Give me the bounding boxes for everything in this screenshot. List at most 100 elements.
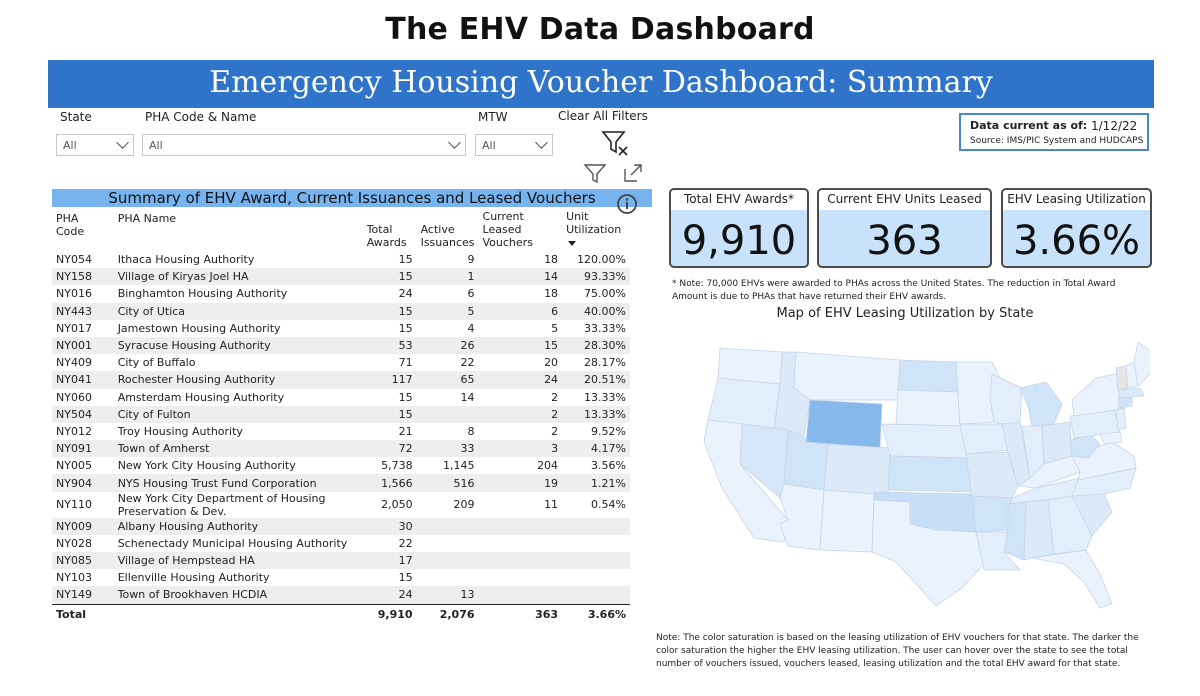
state-ma — [1117, 387, 1145, 399]
cell-unit-utilization: 9.52% — [591, 424, 626, 438]
table-row[interactable]: NY110 New York City Department of Housing… — [52, 492, 630, 518]
mtw-filter-dropdown[interactable]: All — [475, 134, 553, 156]
cell-pha-code: NY012 — [56, 424, 92, 438]
cell-leased-vouchers: 2 — [551, 424, 559, 438]
cell-pha-code: NY005 — [56, 459, 92, 473]
cell-pha-name: Ellenville Housing Authority — [117, 571, 270, 585]
cell-total-awards: 15 — [398, 253, 413, 267]
cell-pha-code: NY028 — [56, 536, 92, 550]
cell-total-awards: 24 — [398, 287, 413, 301]
state-co — [823, 443, 891, 497]
cell-pha-code: NY158 — [52, 268, 114, 286]
cell-pha-name: Amsterdam Housing Authority — [117, 390, 285, 404]
table-row[interactable]: NY001 Syracuse Housing Authority 53 26 15 28.… — [52, 336, 630, 355]
cell-pha-name: City of Buffalo — [117, 356, 196, 370]
us-state-map[interactable] — [700, 338, 1150, 610]
cell-pha-name: Jamestown Housing Authority — [117, 321, 281, 335]
cell-pha-name: NYS Housing Trust Fund Corporation — [113, 474, 363, 492]
cell-pha-code: NY110 — [56, 498, 92, 512]
cell-pha-name: Schenectady Municipal Housing Authority — [117, 536, 348, 550]
table-row[interactable]: NY017 Jamestown Housing Authority 15 4 5 33.3… — [52, 320, 630, 337]
table-row[interactable]: NY504 City of Fulton 15 2 13.33% — [52, 405, 630, 423]
filter-clear-icon[interactable] — [600, 128, 630, 158]
state-filter-dropdown[interactable]: All — [56, 134, 134, 156]
cell-unit-utilization: 28.30% — [562, 336, 630, 355]
cell-pha-name: New York City Department of Housing Pres… — [117, 491, 326, 518]
focus-mode-icon[interactable] — [622, 162, 644, 184]
cell-active-issuances: 33 — [416, 440, 479, 458]
cell-total-awards: 117 — [362, 371, 417, 389]
header-line: Current Leased — [482, 210, 524, 236]
cell-pha-code: NY409 — [56, 356, 92, 370]
info-icon[interactable] — [616, 193, 638, 215]
table-row[interactable]: NY016 Binghamton Housing Authority 24 6 18 75… — [52, 285, 630, 302]
total-util: 3.66% — [562, 603, 630, 625]
col-header-util[interactable]: Unit Utilization — [562, 210, 630, 251]
table-row[interactable]: NY409 City of Buffalo 71 22 20 28.17% — [52, 354, 630, 371]
cell-unit-utilization: 75.00% — [584, 287, 626, 301]
awards-note: * Note: 70,000 EHVs were awarded to PHAs… — [672, 279, 1116, 302]
table-row[interactable]: NY085 Village of Hempstead HA 17 — [52, 552, 630, 570]
cell-leased-vouchers: 11 — [544, 498, 559, 512]
table-row[interactable]: NY060 Amsterdam Housing Authority 15 14 2 13.… — [52, 389, 630, 406]
cell-pha-code: NY091 — [52, 440, 114, 458]
table-row[interactable]: NY158 Village of Kiryas Joel HA 15 1 14 93.33… — [52, 268, 630, 286]
table-row[interactable]: NY009 Albany Housing Authority 30 — [52, 517, 630, 535]
cell-active-issuances — [417, 569, 479, 586]
cell-pha-name: Troy Housing Authority — [117, 424, 243, 438]
table-row[interactable]: NY041 Rochester Housing Authority 117 65 24 2… — [52, 371, 630, 389]
cell-pha-code: NY149 — [52, 586, 114, 605]
col-header-name[interactable]: PHA Name — [117, 212, 177, 225]
state-or — [707, 377, 781, 429]
filter-icon[interactable] — [583, 162, 607, 184]
page-title: The EHV Data Dashboard — [385, 12, 815, 47]
kpi-leasing-utilization: EHV Leasing Utilization 3.66% — [1001, 188, 1152, 268]
chevron-down-icon — [448, 136, 461, 149]
table-row[interactable]: NY028 Schenectady Municipal Housing Autho… — [52, 535, 630, 552]
col-header-code[interactable]: PHA Code — [56, 212, 85, 238]
chevron-down-icon — [535, 136, 548, 149]
cell-leased-vouchers — [479, 569, 563, 586]
table-row[interactable]: NY012 Troy Housing Authority 21 8 2 9.52% — [52, 423, 630, 440]
cell-pha-name: Syracuse Housing Authority — [113, 336, 363, 355]
pha-filter-value: All — [149, 139, 163, 152]
header-line: Utilization — [566, 223, 622, 236]
cell-total-awards: 15 — [362, 268, 417, 286]
total-awards: 9,910 — [362, 603, 417, 625]
cell-pha-code: NY904 — [52, 474, 114, 492]
col-header-leased[interactable]: Current Leased Vouchers — [479, 210, 563, 251]
cell-pha-code: NY041 — [52, 371, 114, 389]
cell-unit-utilization: 93.33% — [562, 268, 630, 286]
cell-leased-vouchers — [478, 552, 563, 570]
cell-pha-code: NY001 — [52, 336, 114, 355]
state-ks — [887, 455, 973, 493]
state-ne — [881, 423, 969, 459]
table-row[interactable]: NY443 City of Utica 15 5 6 40.00% — [52, 302, 630, 320]
cell-pha-name: Village of Kiryas Joel HA — [113, 268, 363, 286]
table-row[interactable]: NY005 New York City Housing Authority 5,73… — [52, 457, 630, 474]
table-row[interactable]: NY149 Town of Brookhaven HCDIA 24 13 — [52, 586, 630, 605]
cell-unit-utilization: 13.33% — [584, 390, 626, 404]
cell-total-awards: 15 — [362, 302, 417, 320]
state-filter-label: State — [60, 110, 92, 124]
state-fl — [1031, 549, 1113, 609]
total-label: Total — [52, 603, 114, 625]
cell-active-issuances — [417, 535, 479, 552]
table-row[interactable]: NY904 NYS Housing Trust Fund Corporation 1… — [52, 474, 630, 492]
cell-active-issuances: 1 — [416, 268, 479, 286]
col-header-awards[interactable]: Total Awards — [363, 210, 417, 251]
cell-pha-code: NY443 — [52, 302, 114, 320]
total-leased: 363 — [478, 603, 563, 625]
col-header-issuances[interactable]: Active Issuances — [417, 210, 479, 251]
table-total-row: Total 9,910 2,076 363 3.66% — [52, 603, 630, 625]
cell-total-awards: 17 — [362, 552, 417, 570]
table-row[interactable]: NY091 Town of Amherst 72 33 3 4.17% — [52, 440, 630, 458]
cell-total-awards: 53 — [362, 336, 417, 355]
pha-filter-dropdown[interactable]: All — [142, 134, 466, 156]
cell-active-issuances: 8 — [467, 424, 475, 438]
table-row[interactable]: NY103 Ellenville Housing Authority 15 — [52, 569, 630, 586]
table-row[interactable]: NY054 Ithaca Housing Authority 15 9 18 120.00… — [52, 251, 630, 268]
state-me — [1133, 341, 1150, 387]
cell-unit-utilization — [562, 569, 630, 586]
header-line: Awards — [366, 236, 407, 249]
